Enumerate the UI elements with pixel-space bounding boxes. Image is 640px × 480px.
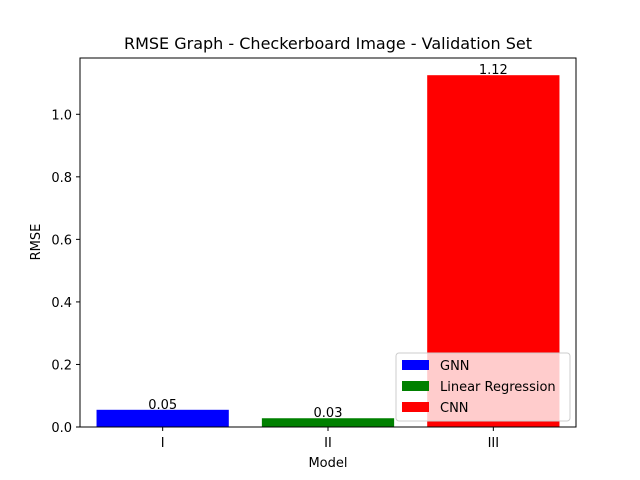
legend-label: CNN xyxy=(440,401,469,416)
y-tick-label: 0.8 xyxy=(51,171,72,186)
y-tick-label: 0.6 xyxy=(51,233,72,248)
legend-label: Linear Regression xyxy=(440,380,556,395)
legend-box xyxy=(395,352,571,422)
x-tick-label: II xyxy=(324,436,332,451)
y-tick-label: 0.4 xyxy=(51,296,72,311)
legend-swatch xyxy=(402,381,429,391)
x-tick-label: III xyxy=(488,436,500,451)
x-axis: I II III xyxy=(161,427,499,451)
chart-title: RMSE Graph - Checkerboard Image - Valida… xyxy=(124,34,532,53)
x-axis-label: Model xyxy=(308,456,347,471)
legend: GNN Linear Regression CNN xyxy=(395,352,571,422)
bar-value-label: 1.12 xyxy=(479,63,508,78)
bar-I xyxy=(96,409,229,427)
y-tick-label: 1.0 xyxy=(51,108,72,123)
y-tick-label: 0.0 xyxy=(51,421,72,436)
x-tick-label: I xyxy=(161,436,165,451)
bar-value-label: 0.05 xyxy=(148,398,177,413)
legend-swatch xyxy=(402,360,429,370)
y-tick-label: 0.2 xyxy=(51,358,72,373)
y-axis: 0.0 0.2 0.4 0.6 0.8 1.0 xyxy=(51,108,80,436)
y-axis-label: RMSE xyxy=(29,224,44,261)
bar-II xyxy=(261,418,395,427)
legend-swatch xyxy=(402,402,429,412)
legend-label: GNN xyxy=(440,359,470,374)
bar-value-label: 0.03 xyxy=(314,406,343,421)
